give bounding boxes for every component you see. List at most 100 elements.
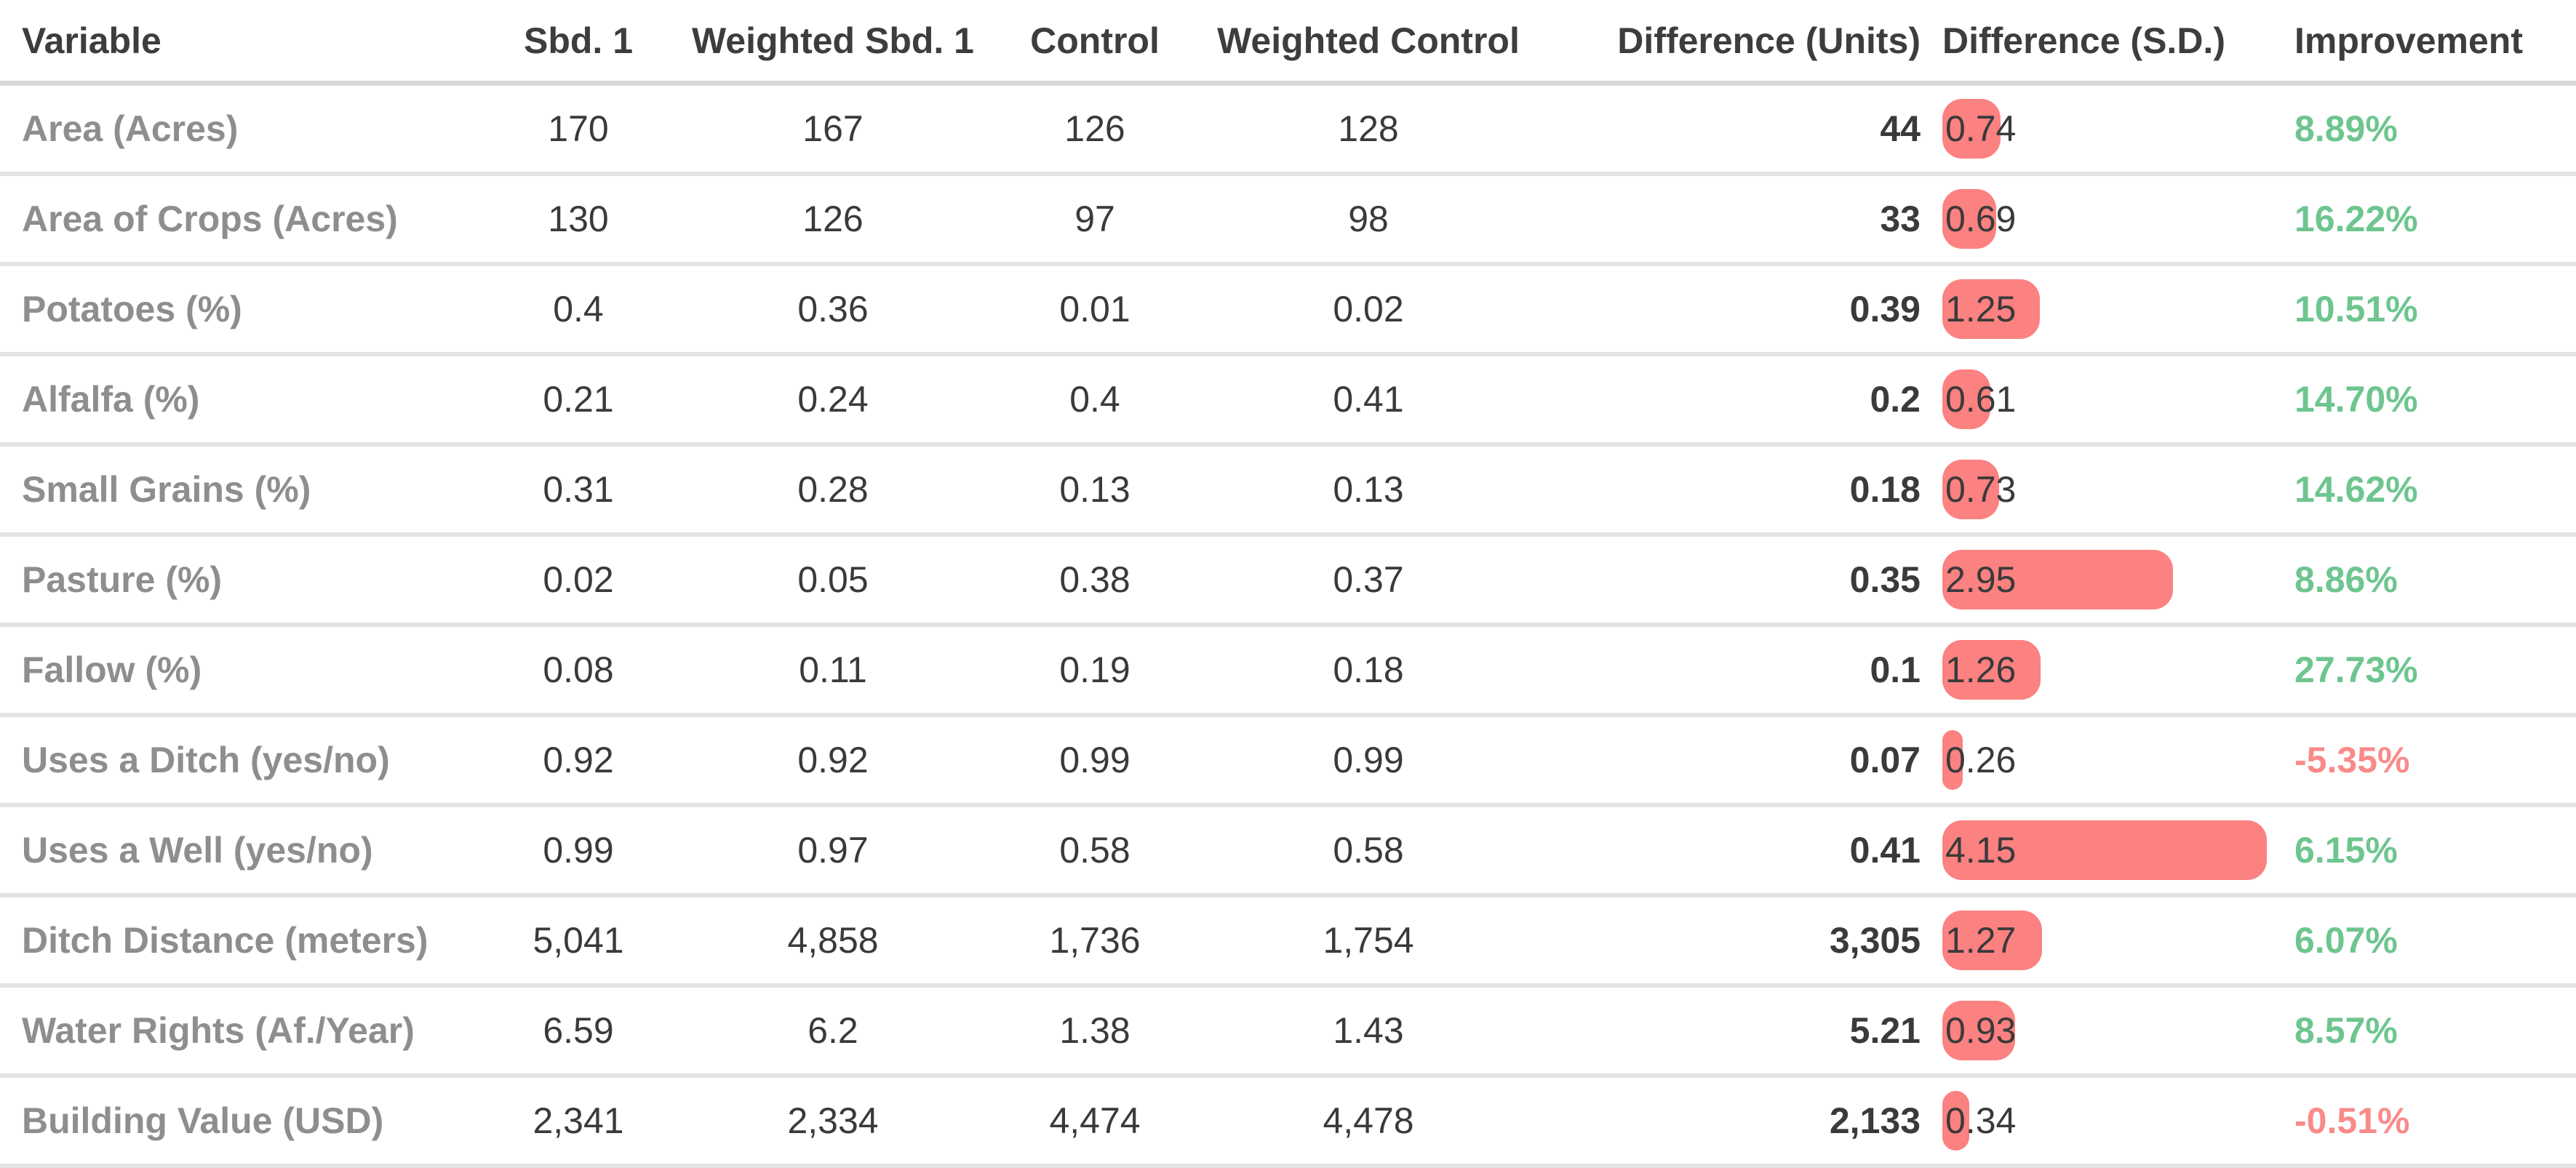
sd-value: 0.93: [1945, 1010, 2017, 1051]
wsbd1-value: 0.36: [677, 264, 989, 356]
sd-bar: [1942, 279, 2040, 339]
sd-bar: [1942, 1091, 1969, 1151]
diff_units-value: 0.07: [1536, 715, 1921, 807]
sbd1-value: 130: [480, 174, 677, 266]
control-value: 0.38: [989, 535, 1200, 627]
control-value: 0.01: [989, 264, 1200, 356]
variable-label: Uses a Ditch (yes/no): [0, 715, 480, 807]
improvement-value: 8.89%: [2292, 83, 2576, 176]
header-sbd1: Sbd. 1: [480, 0, 677, 86]
header-weighted-control: Weighted Control: [1200, 0, 1536, 86]
wsbd1-value: 0.11: [677, 625, 989, 717]
sbd1-value: 0.99: [480, 805, 677, 897]
header-weighted-sbd1: Weighted Sbd. 1: [677, 0, 989, 86]
wcontrol-value: 0.99: [1200, 715, 1536, 807]
sd-value: 1.25: [1945, 289, 2017, 329]
improvement-value: -0.51%: [2292, 1076, 2576, 1168]
sd-cell: 1.27: [1921, 895, 2292, 988]
improvement-value: 8.57%: [2292, 985, 2576, 1078]
sd-bar: [1942, 1001, 2015, 1060]
table-row: Area of Crops (Acres) 130 126 97 98 33 0.69 16.…: [0, 174, 2576, 266]
table-row: Uses a Well (yes/no) 0.99 0.97 0.58 0.58 0.41…: [0, 805, 2576, 897]
diff_units-value: 0.35: [1536, 535, 1921, 627]
control-value: 0.19: [989, 625, 1200, 717]
header-improvement: Improvement: [2292, 0, 2576, 86]
sd-value: 0.26: [1945, 740, 2017, 780]
sd-bar: [1942, 369, 1990, 429]
wcontrol-value: 4,478: [1200, 1076, 1536, 1168]
diff_units-value: 0.1: [1536, 625, 1921, 717]
diff_units-value: 0.2: [1536, 354, 1921, 447]
wcontrol-value: 0.37: [1200, 535, 1536, 627]
wcontrol-value: 98: [1200, 174, 1536, 266]
wcontrol-value: 128: [1200, 83, 1536, 176]
variable-label: Small Grains (%): [0, 444, 480, 537]
wcontrol-value: 0.02: [1200, 264, 1536, 356]
sd-value: 1.27: [1945, 920, 2017, 961]
control-value: 0.58: [989, 805, 1200, 897]
diff_units-value: 0.39: [1536, 264, 1921, 356]
header-variable: Variable: [0, 0, 480, 86]
control-value: 0.99: [989, 715, 1200, 807]
table-row: Uses a Ditch (yes/no) 0.92 0.92 0.99 0.99 0.0…: [0, 715, 2576, 807]
sd-cell: 0.26: [1921, 715, 2292, 807]
sd-cell: 1.26: [1921, 625, 2292, 717]
sd-cell: 2.95: [1921, 535, 2292, 627]
variable-label: Fallow (%): [0, 625, 480, 717]
table-row: Potatoes (%) 0.4 0.36 0.01 0.02 0.39 1.25 10.51…: [0, 264, 2576, 356]
diff_units-value: 0.41: [1536, 805, 1921, 897]
control-value: 0.13: [989, 444, 1200, 537]
sd-value: 0.69: [1945, 199, 2017, 239]
sd-bar: [1942, 911, 2042, 970]
variable-label: Area of Crops (Acres): [0, 174, 480, 266]
table-body: Area (Acres) 170 167 126 128 44 0.74 8.89% Area …: [0, 83, 2576, 1168]
header-control: Control: [989, 0, 1200, 86]
wsbd1-value: 0.24: [677, 354, 989, 447]
control-value: 1.38: [989, 985, 1200, 1078]
table-row: Small Grains (%) 0.31 0.28 0.13 0.13 0.18 0.73…: [0, 444, 2576, 537]
sbd1-value: 0.92: [480, 715, 677, 807]
wsbd1-value: 167: [677, 83, 989, 176]
sd-cell: 0.74: [1921, 83, 2292, 176]
sd-cell: 0.93: [1921, 985, 2292, 1078]
improvement-value: -5.35%: [2292, 715, 2576, 807]
sd-bar: [1942, 640, 2041, 700]
sd-bar: [1942, 189, 1996, 249]
sd-cell: 0.69: [1921, 174, 2292, 266]
wcontrol-value: 1.43: [1200, 985, 1536, 1078]
sd-value: 1.26: [1945, 649, 2017, 690]
diff_units-value: 44: [1536, 83, 1921, 176]
wsbd1-value: 0.97: [677, 805, 989, 897]
table-row: Building Value (USD) 2,341 2,334 4,474 4,478…: [0, 1076, 2576, 1168]
wcontrol-value: 0.18: [1200, 625, 1536, 717]
sd-bar: [1942, 550, 2173, 609]
improvement-value: 14.70%: [2292, 354, 2576, 447]
variable-label: Ditch Distance (meters): [0, 895, 480, 988]
wcontrol-value: 0.58: [1200, 805, 1536, 897]
sd-cell: 1.25: [1921, 264, 2292, 356]
improvement-value: 10.51%: [2292, 264, 2576, 356]
improvement-value: 14.62%: [2292, 444, 2576, 537]
sd-cell: 0.34: [1921, 1076, 2292, 1168]
sd-cell: 0.73: [1921, 444, 2292, 537]
sd-bar: [1942, 460, 1999, 519]
sd-value: 2.95: [1945, 559, 2017, 600]
table-row: Area (Acres) 170 167 126 128 44 0.74 8.89%: [0, 83, 2576, 176]
sd-cell: 4.15: [1921, 805, 2292, 897]
sd-bar: [1942, 730, 1963, 790]
table-row: Ditch Distance (meters) 5,041 4,858 1,736 1,…: [0, 895, 2576, 988]
table-row: Alfalfa (%) 0.21 0.24 0.4 0.41 0.2 0.61 14.70%: [0, 354, 2576, 447]
control-value: 1,736: [989, 895, 1200, 988]
sd-bar: [1942, 820, 2267, 880]
sd-cell: 0.61: [1921, 354, 2292, 447]
sd-value: 0.74: [1945, 108, 2017, 149]
sbd1-value: 170: [480, 83, 677, 176]
table-row: Pasture (%) 0.02 0.05 0.38 0.37 0.35 2.95 8.86%: [0, 535, 2576, 627]
sd-bar: [1942, 99, 2001, 159]
sbd1-value: 5,041: [480, 895, 677, 988]
wsbd1-value: 0.05: [677, 535, 989, 627]
wsbd1-value: 126: [677, 174, 989, 266]
control-value: 4,474: [989, 1076, 1200, 1168]
diff_units-value: 5.21: [1536, 985, 1921, 1078]
